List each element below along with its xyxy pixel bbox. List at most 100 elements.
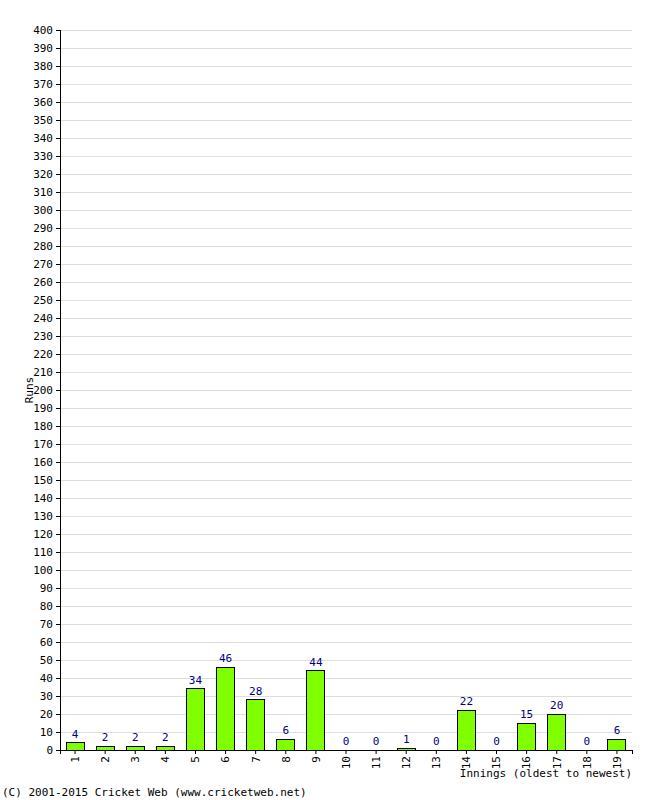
y-tick-mark: [56, 174, 60, 175]
x-tick: 4: [159, 750, 172, 763]
y-tick-label: 360: [33, 96, 53, 109]
data-label: 0: [493, 735, 500, 748]
grid-line: [60, 678, 632, 679]
y-tick-label: 150: [33, 474, 53, 487]
y-tick: 110: [33, 546, 60, 559]
data-label: 2: [162, 731, 169, 744]
y-tick-mark: [56, 624, 60, 625]
grid-line: [60, 642, 632, 643]
x-tick-mark: [526, 750, 527, 754]
y-tick-label: 400: [33, 24, 53, 37]
y-tick-mark: [56, 678, 60, 679]
y-tick-mark: [56, 120, 60, 121]
y-tick-mark: [56, 354, 60, 355]
bar: [217, 667, 235, 750]
y-tick-label: 130: [33, 510, 53, 523]
grid-line: [60, 336, 632, 337]
bar: [608, 739, 626, 750]
y-tick-label: 140: [33, 492, 53, 505]
grid-line: [60, 48, 632, 49]
x-tick-mark: [616, 750, 617, 754]
data-label: 44: [309, 656, 323, 669]
bar: [548, 714, 566, 750]
y-tick: 200: [33, 384, 60, 397]
grid-line: [60, 624, 632, 625]
grid-line: [60, 210, 632, 211]
y-tick-label: 340: [33, 132, 53, 145]
y-tick-label: 210: [33, 366, 53, 379]
bar: [307, 671, 325, 750]
grid-line: [60, 588, 632, 589]
x-tick-mark: [75, 750, 76, 754]
y-tick-label: 290: [33, 222, 53, 235]
y-axis-title: Runs: [23, 377, 36, 404]
y-tick: 260: [33, 276, 60, 289]
y-tick: 20: [40, 708, 60, 721]
grid-line: [60, 282, 632, 283]
y-tick: 290: [33, 222, 60, 235]
grid-line: [60, 498, 632, 499]
y-tick: 310: [33, 186, 60, 199]
y-tick-label: 180: [33, 420, 53, 433]
grid-line: [60, 516, 632, 517]
y-tick: 300: [33, 204, 60, 217]
y-tick: 90: [40, 582, 60, 595]
grid-line: [60, 426, 632, 427]
y-tick-label: 370: [33, 78, 53, 91]
y-tick: 340: [33, 132, 60, 145]
bar: [367, 750, 385, 751]
grid-line: [60, 408, 632, 409]
grid: [60, 30, 632, 750]
y-tick-label: 240: [33, 312, 53, 325]
data-label: 22: [460, 695, 473, 708]
y-tick: 130: [33, 510, 60, 523]
bar: [277, 739, 295, 750]
y-tick: 250: [33, 294, 60, 307]
data-label: 28: [249, 685, 262, 698]
y-tick-label: 280: [33, 240, 53, 253]
y-tick-label: 380: [33, 60, 53, 73]
x-tick: 9: [310, 750, 323, 763]
y-tick-mark: [56, 246, 60, 247]
y-tick-mark: [56, 102, 60, 103]
y-tick: 60: [40, 636, 60, 649]
x-tick: 6: [219, 750, 232, 763]
data-label: 0: [433, 735, 440, 748]
y-tick: 180: [33, 420, 60, 433]
y-tick-label: 250: [33, 294, 53, 307]
grid-line: [60, 228, 632, 229]
y-tick: 400: [33, 24, 60, 37]
x-tick-mark: [406, 750, 407, 754]
copyright: (C) 2001-2015 Cricket Web (www.cricketwe…: [2, 786, 307, 799]
data-label: 46: [219, 652, 232, 665]
y-tick: 10: [40, 726, 60, 739]
y-tick: 150: [33, 474, 60, 487]
y-tick-label: 10: [40, 726, 53, 739]
grid-line: [60, 246, 632, 247]
x-axis-line: [61, 751, 633, 755]
x-tick: 13: [430, 750, 443, 769]
y-tick-mark: [56, 498, 60, 499]
y-tick-mark: [56, 210, 60, 211]
x-tick: 12: [400, 750, 413, 769]
x-tick-mark: [376, 750, 377, 754]
bar: [66, 743, 84, 750]
grid-line: [60, 714, 632, 715]
y-tick-label: 90: [40, 582, 53, 595]
y-tick-label: 310: [33, 186, 53, 199]
y-tick-label: 30: [40, 690, 53, 703]
y-tick-label: 350: [33, 114, 53, 127]
grid-line: [60, 120, 632, 121]
data-label: 4: [72, 728, 79, 741]
y-tick-mark: [56, 318, 60, 319]
y-axis: 0102030405060708090100110120130140150160…: [33, 24, 60, 757]
y-tick-mark: [56, 336, 60, 337]
y-tick-label: 160: [33, 456, 53, 469]
bars: [66, 667, 626, 750]
y-tick: 50: [40, 654, 60, 667]
x-tick-label: 8: [280, 756, 293, 763]
y-tick-label: 70: [40, 618, 53, 631]
x-tick: 11: [370, 750, 383, 769]
grid-line: [60, 30, 632, 31]
data-label: 2: [132, 731, 139, 744]
